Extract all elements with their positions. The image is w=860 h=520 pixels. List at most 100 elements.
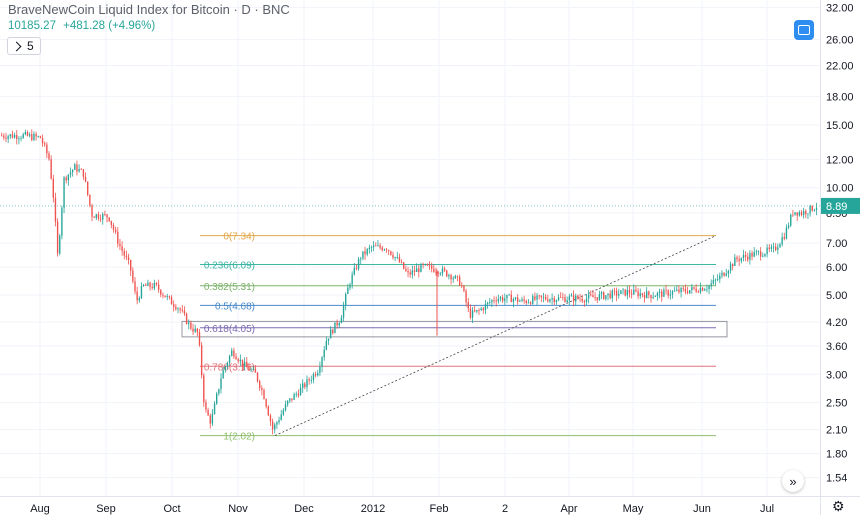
- candle-body: [544, 296, 547, 300]
- candle-body: [222, 370, 224, 379]
- candle-body: [454, 275, 457, 279]
- candle-body: [525, 300, 527, 303]
- candle-body: [76, 164, 78, 172]
- candle-body: [392, 254, 394, 258]
- candle-body: [807, 213, 809, 215]
- x-tick-label: May: [623, 503, 644, 515]
- candle-body: [383, 249, 386, 251]
- candle-body: [7, 136, 9, 139]
- candle-body: [609, 293, 611, 299]
- x-tick-label: 2012: [361, 503, 385, 515]
- candle-body: [61, 207, 63, 236]
- candle-body: [241, 359, 244, 367]
- candle-body: [613, 290, 616, 292]
- candle-body: [809, 205, 811, 214]
- candle-body: [469, 308, 472, 318]
- candle-body: [226, 362, 229, 367]
- x-tick-label: Sep: [96, 503, 116, 515]
- candle-body: [577, 295, 579, 299]
- scroll-to-realtime-button[interactable]: »: [782, 470, 804, 492]
- candle-body: [654, 296, 656, 298]
- candle-body: [127, 257, 130, 260]
- y-tick-label: 5.00: [826, 290, 847, 302]
- candle-body: [216, 393, 218, 404]
- candle-body: [426, 264, 429, 266]
- candle-body: [355, 267, 358, 269]
- fullscreen-button[interactable]: [794, 20, 814, 40]
- candle-body: [579, 298, 581, 300]
- candles: [1, 129, 818, 435]
- candle-body: [549, 299, 551, 302]
- candle-body: [278, 420, 280, 423]
- candle-body: [514, 297, 517, 299]
- candle-body: [357, 258, 360, 269]
- candle-body: [461, 285, 463, 287]
- candle-body: [484, 304, 487, 311]
- candle-body: [338, 323, 340, 326]
- candle-body: [467, 302, 469, 309]
- candle-body: [71, 169, 74, 173]
- candle-body: [439, 273, 441, 275]
- candle-body: [364, 251, 366, 255]
- candle-body: [727, 270, 730, 274]
- candle-body: [678, 289, 680, 293]
- candle-body: [777, 247, 779, 250]
- candle-body: [375, 245, 377, 247]
- candle-body: [749, 253, 751, 260]
- candle-body: [725, 273, 727, 276]
- candle-body: [661, 291, 663, 297]
- y-tick-label: 3.00: [826, 369, 847, 381]
- candle-body: [99, 218, 102, 220]
- candle-body: [87, 181, 89, 195]
- candle-body: [48, 153, 50, 160]
- candle-body: [117, 231, 119, 244]
- candle-body: [28, 134, 31, 136]
- candle-body: [261, 388, 263, 391]
- candle-body: [641, 293, 644, 296]
- candle-body: [504, 298, 506, 301]
- candle-body: [418, 268, 420, 273]
- gear-icon[interactable]: ⚙: [832, 498, 845, 514]
- candle-body: [192, 328, 194, 332]
- candle-body: [125, 255, 128, 258]
- candle-body: [697, 291, 699, 293]
- candle-body: [583, 301, 586, 303]
- candle-body: [200, 345, 203, 376]
- candle-body: [13, 135, 16, 138]
- candle-body: [536, 295, 538, 300]
- candle-body: [486, 302, 489, 305]
- candle-body: [790, 214, 792, 226]
- candle-body: [529, 302, 532, 304]
- candle-body: [220, 378, 222, 389]
- candle-body: [91, 205, 93, 217]
- candle-body: [446, 270, 448, 277]
- candle-body: [286, 400, 289, 405]
- candle-body: [420, 264, 422, 273]
- candle-body: [319, 366, 321, 373]
- candle-body: [759, 251, 762, 257]
- candle-body: [153, 282, 156, 289]
- candle-body: [398, 256, 401, 263]
- candle-body: [691, 287, 693, 291]
- candle-body: [145, 284, 147, 286]
- candle-body: [312, 374, 315, 380]
- candle-body: [517, 297, 519, 302]
- candle-body: [800, 212, 803, 215]
- candle-body: [652, 296, 654, 299]
- candle-body: [491, 300, 493, 303]
- candle-body: [5, 137, 7, 139]
- chart-title: BraveNewCoin Liquid Index for Bitcoin · …: [8, 2, 290, 17]
- candle-body: [757, 251, 760, 253]
- candle-body: [443, 268, 446, 271]
- candle-body: [740, 257, 742, 261]
- candle-body: [802, 211, 805, 215]
- candle-body: [813, 209, 816, 211]
- candle-body: [233, 350, 235, 357]
- candle-body: [366, 249, 368, 255]
- indicators-toggle-button[interactable]: 5: [7, 37, 41, 55]
- fullscreen-icon: [798, 25, 810, 35]
- candle-body: [495, 300, 497, 302]
- candle-body: [218, 388, 220, 394]
